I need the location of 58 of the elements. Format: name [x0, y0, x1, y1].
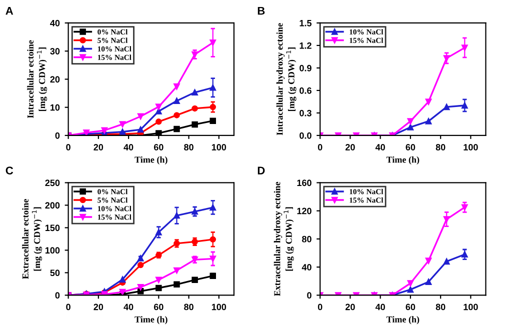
y-tick-label: 100 — [45, 247, 60, 254]
x-tick-label: 60 — [154, 304, 164, 310]
y-axis-title: Extracellular hydroxy ectoine [mg (g CDW)$^{−1}$] — [274, 182, 294, 296]
chart-title: D — [258, 166, 265, 174]
x-tick-label: 80 — [436, 144, 446, 150]
y-tick-label: 20 — [50, 76, 60, 83]
y-tick-label: 250 — [45, 180, 60, 186]
x-tick-label: 100 — [212, 144, 226, 150]
y-tick-label: 40 — [302, 264, 312, 270]
x-tick-label: 40 — [124, 144, 134, 150]
y-tick-label: 160 — [297, 180, 312, 186]
y-tick-label: 150 — [45, 224, 60, 232]
y-axis-title: Extracellular ectoine [mg (g CDW)$^{−1}$] — [22, 199, 42, 279]
x-tick-label: 60 — [406, 304, 416, 310]
y-tick-label: 200 — [45, 202, 60, 209]
y-tick-label: 30 — [50, 48, 60, 54]
x-tick-label: 0 — [318, 304, 322, 310]
x-axis-title: Time (h) — [134, 316, 168, 324]
x-tick-label: 80 — [436, 304, 446, 310]
x-tick-label: 60 — [154, 144, 164, 150]
chart-title: A — [6, 6, 14, 15]
y-tick-label: 1.5 — [300, 20, 312, 26]
y-axis-title: Intracellular hydroxy ectoine [mg (g CDW)$^{−1}$] — [276, 23, 296, 136]
x-tick-label: 100 — [212, 304, 226, 310]
x-tick-label: 40 — [124, 304, 134, 310]
y-tick-label: 80 — [302, 236, 312, 242]
y-tick-label: 0.6 — [300, 87, 312, 94]
x-axis-title: Time (h) — [134, 156, 168, 165]
x-tick-label: 80 — [184, 144, 194, 150]
y-tick-label: 0 — [307, 292, 312, 299]
y-tick-label: 10 — [50, 104, 60, 111]
x-tick-label: 0 — [66, 144, 70, 150]
y-tick-label: 0 — [55, 132, 60, 139]
x-tick-label: 100 — [464, 304, 478, 310]
y-tick-label: 40 — [50, 20, 60, 26]
x-tick-label: 40 — [375, 144, 385, 150]
x-tick-label: 20 — [346, 144, 355, 150]
x-tick-label: 0 — [66, 304, 70, 310]
x-tick-label: 20 — [94, 144, 104, 150]
x-tick-label: 60 — [406, 144, 416, 150]
y-tick-label: 50 — [50, 270, 60, 276]
x-axis-title: Time (h) — [386, 156, 420, 165]
y-tick-label: 1.2 — [300, 42, 312, 49]
x-tick-label: 20 — [346, 304, 355, 310]
y-tick-label: 0.0 — [300, 132, 312, 139]
y-tick-label: 120 — [297, 208, 312, 214]
x-tick-label: 100 — [464, 144, 478, 150]
y-tick-label: 0.9 — [300, 64, 312, 72]
chart-title: C — [6, 166, 14, 174]
x-tick-label: 20 — [94, 304, 104, 310]
x-tick-label: 40 — [375, 304, 385, 310]
y-axis-title: Intracellular ectoine [mg (g CDW)$^{−1}$] — [27, 40, 48, 118]
x-tick-label: 0 — [318, 144, 322, 150]
y-tick-label: 0.3 — [300, 110, 312, 116]
x-axis-title: Time (h) — [386, 316, 420, 324]
chart-title: B — [258, 6, 265, 15]
x-tick-label: 80 — [184, 304, 194, 310]
y-tick-label: 0 — [55, 292, 60, 299]
